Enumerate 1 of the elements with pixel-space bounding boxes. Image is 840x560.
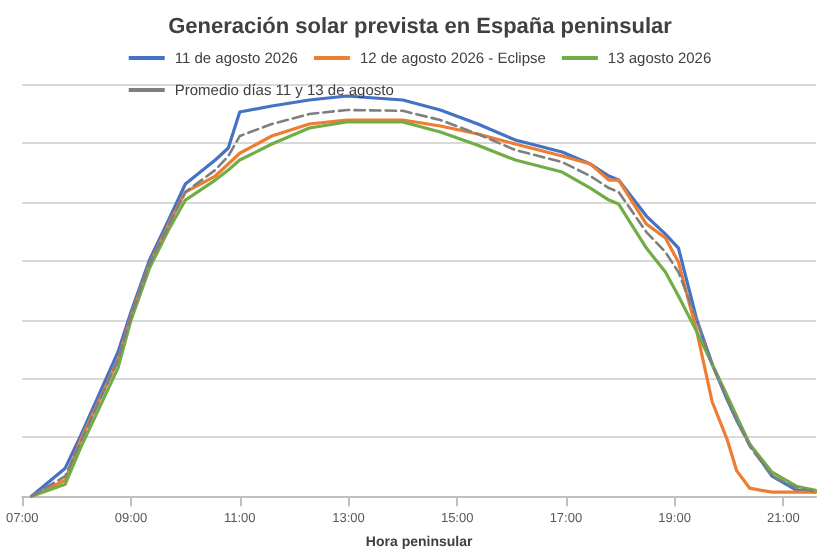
chart-title: Generación solar prevista en España peninsular <box>168 15 674 39</box>
